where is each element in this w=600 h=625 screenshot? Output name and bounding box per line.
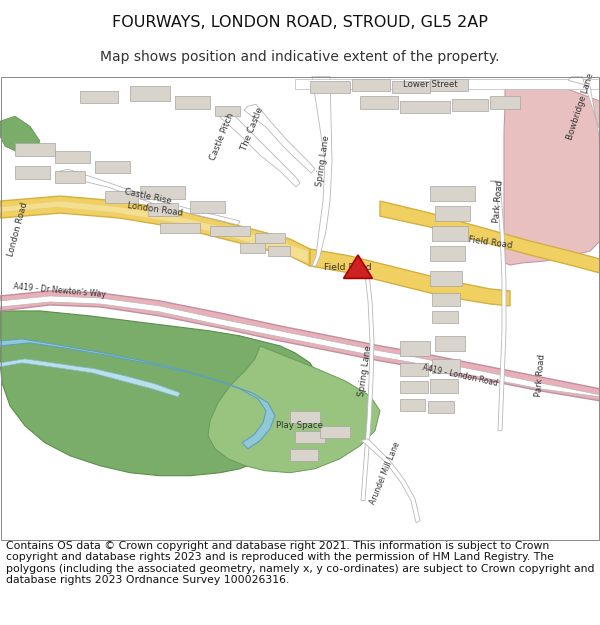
Polygon shape bbox=[430, 379, 458, 393]
Polygon shape bbox=[490, 96, 520, 109]
Polygon shape bbox=[290, 449, 318, 461]
Text: Map shows position and indicative extent of the property.: Map shows position and indicative extent… bbox=[100, 50, 500, 64]
Text: Castle Rise: Castle Rise bbox=[124, 187, 172, 206]
Text: London Road: London Road bbox=[7, 201, 29, 258]
Polygon shape bbox=[55, 151, 90, 163]
Polygon shape bbox=[392, 81, 430, 93]
Polygon shape bbox=[0, 311, 320, 476]
Text: London Road: London Road bbox=[127, 201, 184, 217]
Polygon shape bbox=[0, 359, 180, 397]
Polygon shape bbox=[435, 206, 470, 221]
Text: Spring Lane: Spring Lane bbox=[357, 345, 373, 397]
Polygon shape bbox=[430, 246, 465, 261]
Polygon shape bbox=[380, 201, 600, 273]
Polygon shape bbox=[175, 96, 210, 109]
Text: FOURWAYS, LONDON ROAD, STROUD, GL5 2AP: FOURWAYS, LONDON ROAD, STROUD, GL5 2AP bbox=[112, 16, 488, 31]
Polygon shape bbox=[210, 226, 250, 236]
Polygon shape bbox=[160, 223, 200, 233]
Polygon shape bbox=[430, 79, 468, 91]
Polygon shape bbox=[400, 381, 428, 393]
Polygon shape bbox=[55, 171, 85, 183]
Text: A419 - Dr Newton's Way: A419 - Dr Newton's Way bbox=[13, 282, 107, 299]
Text: Spring Lane: Spring Lane bbox=[315, 135, 331, 188]
Text: Lower Street: Lower Street bbox=[403, 80, 457, 89]
Polygon shape bbox=[218, 109, 300, 187]
Polygon shape bbox=[310, 249, 510, 306]
Polygon shape bbox=[452, 99, 488, 111]
Polygon shape bbox=[432, 311, 458, 323]
Polygon shape bbox=[80, 91, 118, 103]
Polygon shape bbox=[320, 426, 350, 438]
Text: Bowbridge Lane: Bowbridge Lane bbox=[565, 72, 595, 141]
Polygon shape bbox=[244, 104, 315, 173]
Polygon shape bbox=[504, 86, 600, 265]
Polygon shape bbox=[208, 346, 380, 472]
Polygon shape bbox=[400, 341, 430, 356]
Text: Field Road: Field Road bbox=[324, 264, 372, 272]
Polygon shape bbox=[312, 76, 332, 266]
Polygon shape bbox=[0, 296, 600, 397]
Polygon shape bbox=[148, 203, 178, 216]
Polygon shape bbox=[290, 411, 320, 422]
Text: The Castle: The Castle bbox=[239, 106, 265, 152]
Polygon shape bbox=[344, 255, 373, 278]
Polygon shape bbox=[568, 76, 600, 141]
Polygon shape bbox=[240, 243, 265, 253]
Polygon shape bbox=[130, 86, 170, 101]
Polygon shape bbox=[0, 116, 40, 153]
Polygon shape bbox=[432, 293, 460, 306]
Polygon shape bbox=[358, 266, 374, 501]
Polygon shape bbox=[0, 291, 600, 401]
Text: Play Space: Play Space bbox=[277, 421, 323, 430]
Polygon shape bbox=[105, 191, 138, 203]
Polygon shape bbox=[310, 81, 350, 93]
Polygon shape bbox=[360, 439, 420, 522]
Polygon shape bbox=[295, 431, 325, 442]
Text: Arundel Mill Lane: Arundel Mill Lane bbox=[368, 440, 401, 505]
Polygon shape bbox=[255, 233, 285, 243]
Polygon shape bbox=[268, 246, 290, 256]
Polygon shape bbox=[0, 201, 308, 263]
Polygon shape bbox=[0, 339, 275, 449]
Polygon shape bbox=[432, 226, 468, 241]
Polygon shape bbox=[295, 79, 600, 89]
Polygon shape bbox=[352, 79, 390, 91]
Polygon shape bbox=[15, 143, 55, 156]
Polygon shape bbox=[95, 161, 130, 173]
Polygon shape bbox=[215, 106, 240, 116]
Polygon shape bbox=[15, 166, 50, 179]
Polygon shape bbox=[400, 363, 428, 376]
Polygon shape bbox=[360, 96, 398, 109]
Polygon shape bbox=[428, 401, 454, 412]
Polygon shape bbox=[432, 359, 460, 373]
Polygon shape bbox=[430, 271, 462, 286]
Polygon shape bbox=[140, 186, 185, 199]
Text: Park Road: Park Road bbox=[533, 354, 547, 398]
Polygon shape bbox=[430, 186, 475, 201]
Text: A419 - London Road: A419 - London Road bbox=[421, 364, 499, 388]
Text: Castle Pitch: Castle Pitch bbox=[208, 111, 236, 161]
Polygon shape bbox=[490, 181, 506, 431]
Polygon shape bbox=[435, 336, 465, 351]
Polygon shape bbox=[400, 101, 450, 113]
Polygon shape bbox=[58, 169, 240, 225]
Polygon shape bbox=[0, 196, 310, 266]
Polygon shape bbox=[190, 201, 225, 213]
Text: Contains OS data © Crown copyright and database right 2021. This information is : Contains OS data © Crown copyright and d… bbox=[6, 541, 595, 586]
Polygon shape bbox=[400, 399, 425, 411]
Text: Field Road: Field Road bbox=[467, 236, 512, 251]
Text: Park Road: Park Road bbox=[491, 179, 505, 223]
